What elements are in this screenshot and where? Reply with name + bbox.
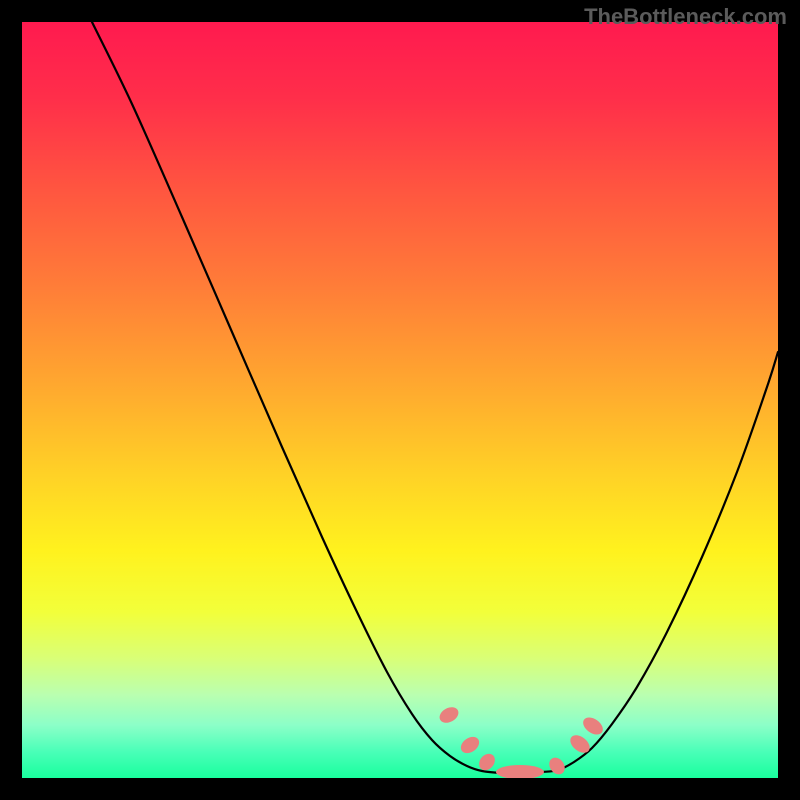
curve-marker xyxy=(580,714,606,738)
curve-path xyxy=(92,22,778,773)
curve-markers xyxy=(437,704,606,778)
chart-frame: TheBottleneck.com xyxy=(0,0,800,800)
curve-marker xyxy=(437,704,461,726)
plot-area xyxy=(22,22,778,778)
curve-marker xyxy=(496,765,544,778)
watermark-text: TheBottleneck.com xyxy=(584,4,787,30)
curve-marker xyxy=(458,734,482,757)
curve-marker xyxy=(567,732,593,757)
curve-marker xyxy=(546,755,568,778)
bottleneck-curve xyxy=(22,22,778,778)
